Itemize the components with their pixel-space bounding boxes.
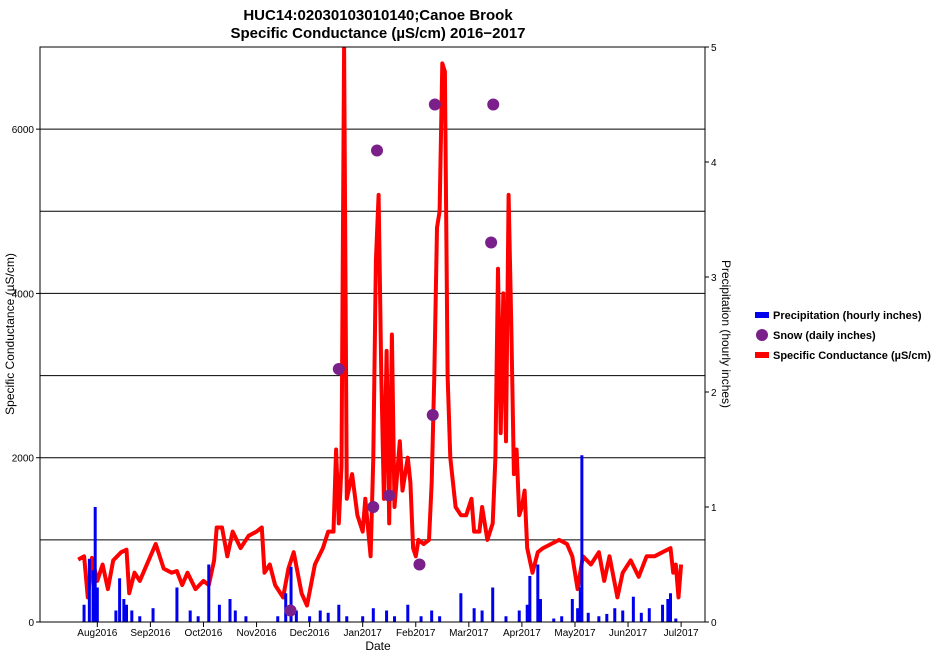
y-tick-label: 0 [28, 618, 34, 629]
conductance-line [77, 47, 684, 608]
axes: 0 2000 4000 6000 0 1 2 3 4 5 Aug2016 Sep2016 Oct2016… [12, 43, 717, 639]
y2-tick-label: 5 [711, 43, 717, 54]
plot-frame [39, 46, 706, 623]
snow-point [383, 489, 396, 502]
legend-symbol [756, 329, 768, 341]
chart-title: HUC14:02030103010140;Canoe Brook [243, 7, 513, 24]
legend-label: Precipitation (hourly inches) [773, 310, 922, 322]
y2-tick-label: 1 [711, 503, 717, 514]
snow-point [426, 409, 439, 421]
y2-axis-label: Precipitation (hourly inches) [719, 260, 733, 408]
x-tick-label: May2017 [554, 628, 596, 639]
x-tick-label: Oct2016 [185, 628, 223, 639]
snow-point [367, 501, 380, 513]
legend: Precipitation (hourly inches) Snow (daily… [755, 310, 931, 362]
chart-subtitle: Specific Conductance (µS/cm) 2016−2017 [230, 25, 525, 42]
snow-point [428, 98, 441, 111]
x-axis-label: Date [365, 639, 391, 653]
x-tick-label: Apr2017 [503, 628, 541, 639]
x-tick-label: Jul2017 [664, 628, 699, 639]
snow-point [485, 236, 498, 249]
plot-area [77, 47, 684, 622]
y-tick-label: 4000 [12, 289, 35, 300]
x-tick-label: Feb2017 [396, 628, 436, 639]
y-tick-label: 2000 [12, 454, 35, 465]
y2-tick-label: 4 [711, 158, 717, 169]
y-tick-label: 6000 [12, 125, 35, 136]
snow-point [284, 604, 297, 617]
snow-point [487, 98, 500, 111]
y-axis-label: Specific Conductance (µS/cm) [3, 253, 17, 415]
y2-tick-label: 3 [711, 273, 717, 284]
x-tick-label: Jun2017 [609, 628, 648, 639]
snow-point [371, 144, 384, 157]
x-tick-label: Aug2016 [77, 628, 117, 639]
legend-symbol [755, 352, 769, 358]
legend-symbol [755, 312, 769, 318]
x-tick-label: Mar2017 [449, 628, 489, 639]
x-tick-label: Sep2016 [130, 628, 170, 639]
legend-label: Snow (daily inches) [773, 330, 876, 342]
snow-point [413, 558, 426, 571]
y2-tick-label: 2 [711, 388, 717, 399]
x-tick-label: Nov2016 [237, 628, 277, 639]
x-tick-label: Dec2016 [290, 628, 330, 639]
y2-tick-label: 0 [711, 618, 717, 629]
legend-label: Specific Conductance (µS/cm) [773, 350, 931, 362]
snow-point [332, 363, 345, 375]
x-tick-label: Jan2017 [343, 628, 382, 639]
